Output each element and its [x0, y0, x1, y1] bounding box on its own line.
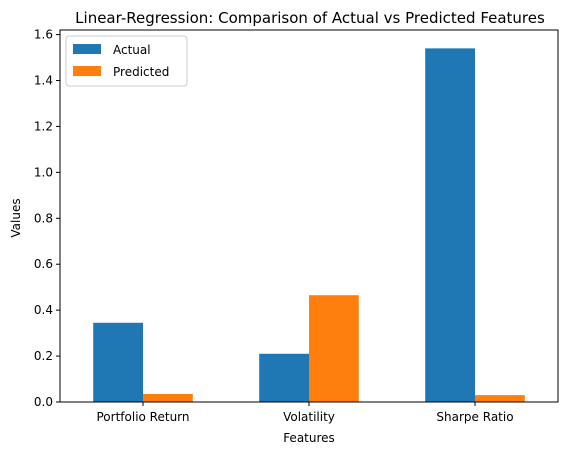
y-tick-label: 0.2	[34, 349, 53, 363]
series-predicted	[143, 295, 525, 402]
y-tick-label: 1.2	[34, 119, 53, 133]
bar-predicted-2	[475, 395, 525, 402]
x-tick-label: Sharpe Ratio	[436, 410, 513, 424]
y-axis-label: Values	[9, 198, 23, 237]
chart-title: Linear-Regression: Comparison of Actual …	[75, 9, 545, 27]
y-tick-label: 0.8	[34, 211, 53, 225]
legend: Actual Predicted	[65, 35, 188, 87]
y-tick-label: 0.6	[34, 257, 53, 271]
bar-predicted-1	[309, 295, 359, 402]
y-tick-label: 0.0	[34, 395, 53, 409]
legend-label-actual: Actual	[113, 43, 151, 57]
bar-predicted-0	[143, 393, 193, 402]
x-tick-label: Volatility	[283, 410, 335, 424]
bar-actual-1	[259, 353, 309, 402]
bar-actual-2	[425, 48, 475, 403]
y-tick-label: 1.6	[34, 28, 53, 42]
series-actual	[93, 48, 475, 403]
y-tick-label: 0.4	[34, 303, 53, 317]
plot-area: 0.0 0.2 0.4 0.6 0.8 1.0 1.2 1.4 1.6 Portfolio Ret…	[34, 28, 559, 424]
bar-actual-0	[93, 322, 143, 402]
legend-swatch-actual	[73, 44, 101, 54]
x-tick-label: Portfolio Return	[97, 410, 190, 424]
legend-swatch-predicted	[73, 66, 101, 76]
y-tick-label: 1.0	[34, 165, 53, 179]
y-tick-label: 1.4	[34, 74, 53, 88]
x-axis-label: Features	[283, 431, 335, 445]
legend-label-predicted: Predicted	[113, 65, 169, 79]
